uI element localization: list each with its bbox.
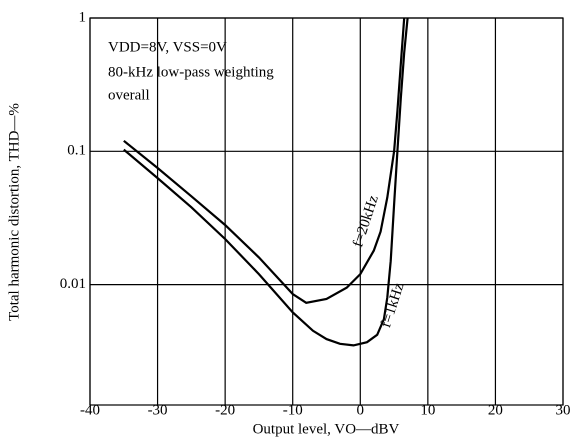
- series-label: f=1kHz: [378, 281, 408, 330]
- y-axis-title: Total harmonic distortion, THD—%: [6, 103, 22, 321]
- curve: [123, 17, 409, 347]
- x-tick-label: 10: [420, 402, 435, 418]
- y-tick-label: 0.1: [67, 143, 86, 159]
- annotation: overall: [108, 87, 150, 103]
- x-tick-label: 30: [556, 402, 571, 418]
- annotation: 80-kHz low-pass weighting: [108, 64, 274, 80]
- x-tick-label: -10: [283, 402, 303, 418]
- y-tick-label: 0.01: [60, 276, 86, 292]
- y-tick-label: 1: [79, 9, 87, 25]
- x-tick-label: 0: [357, 402, 365, 418]
- annotation: VDD=8V, VSS=0V: [108, 39, 227, 55]
- x-tick-label: 20: [488, 402, 503, 418]
- x-tick-label: -20: [215, 402, 235, 418]
- curve: [123, 17, 406, 304]
- x-tick-label: -40: [80, 402, 100, 418]
- x-axis-title: Output level, VO—dBV: [253, 421, 400, 437]
- x-tick-label: -30: [148, 402, 168, 418]
